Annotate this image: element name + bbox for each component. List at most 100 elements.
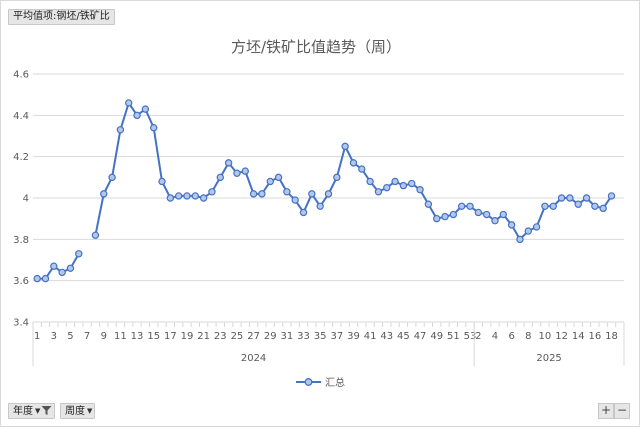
grid-layer	[33, 73, 624, 323]
axis-layer: 3.43.63.844.24.44.61 3 5 7 9 11 13 15 17 19 21 23 25…	[13, 70, 625, 366]
data-point	[358, 165, 366, 173]
data-point	[457, 202, 466, 210]
data-point	[499, 210, 508, 219]
x-tick-label: 45	[397, 331, 410, 342]
data-point	[408, 179, 416, 188]
year-field-label: 年度	[13, 406, 33, 417]
data-point	[541, 202, 549, 210]
data-point	[75, 250, 83, 258]
x-tick-label: 5	[67, 331, 73, 342]
data-point	[324, 190, 333, 198]
data-point	[449, 210, 458, 219]
x-tick-label: 2	[475, 331, 481, 342]
data-point	[66, 264, 75, 272]
data-point	[241, 167, 249, 175]
x-tick-label: 8	[525, 331, 531, 342]
x-tick-label: 15	[147, 331, 160, 342]
data-point	[441, 212, 449, 221]
data-point	[399, 181, 408, 190]
x-tick-label: 1	[34, 331, 40, 342]
data-point	[249, 190, 258, 198]
legend-label: 汇总	[325, 376, 345, 389]
data-point	[366, 177, 374, 186]
data-point	[507, 221, 516, 229]
data-point	[100, 190, 108, 198]
week-field-label: 周度	[65, 406, 85, 417]
x-group-label: 2024	[241, 353, 266, 364]
y-tick-label: 4	[23, 194, 29, 205]
expand-field-button[interactable]: +	[598, 403, 614, 419]
data-point	[183, 192, 191, 200]
data-point	[41, 274, 50, 283]
y-tick-label: 3.4	[13, 318, 29, 329]
data-point	[416, 186, 424, 194]
y-tick-label: 4.4	[13, 111, 29, 122]
data-point	[208, 188, 216, 196]
data-point	[391, 177, 399, 186]
data-point	[299, 208, 308, 217]
x-tick-label: 14	[572, 331, 585, 342]
x-tick-label: 16	[588, 331, 601, 342]
x-tick-label: 47	[414, 331, 427, 342]
data-point	[133, 111, 141, 120]
x-tick-label: 3	[51, 331, 57, 342]
series-layer	[33, 99, 616, 283]
data-point	[199, 194, 208, 202]
data-point	[191, 192, 200, 200]
x-tick-label: 21	[197, 331, 210, 342]
collapse-field-button[interactable]: −	[614, 403, 630, 419]
data-point	[374, 188, 383, 196]
x-tick-label: 41	[364, 331, 377, 342]
data-point	[141, 105, 150, 113]
data-point	[566, 194, 574, 202]
data-point	[116, 126, 125, 134]
data-point	[108, 173, 116, 182]
data-point	[349, 159, 358, 167]
data-point	[158, 177, 166, 186]
x-tick-label: 29	[264, 331, 277, 342]
x-tick-label: 51	[447, 331, 460, 342]
value-field-label: 平均值项:钢坯/铁矿比	[13, 11, 110, 22]
data-point	[599, 204, 607, 213]
data-point	[33, 274, 41, 283]
minus-icon: −	[616, 403, 628, 417]
plus-icon: +	[600, 403, 612, 417]
x-tick-label: 27	[247, 331, 260, 342]
x-group-label: 2025	[536, 353, 561, 364]
x-tick-label: 39	[347, 331, 360, 342]
data-point	[341, 142, 349, 151]
legend-marker-swatch	[304, 378, 313, 386]
data-point	[549, 202, 557, 210]
data-point	[582, 194, 591, 202]
series-line	[94, 101, 613, 241]
data-point	[316, 202, 324, 210]
data-point	[482, 210, 491, 219]
x-tick-label: 33	[297, 331, 310, 342]
x-tick-label: 17	[164, 331, 177, 342]
data-point	[516, 235, 524, 244]
x-tick-label: 10	[539, 331, 552, 342]
data-point	[424, 200, 433, 208]
data-point	[607, 192, 616, 200]
data-point	[149, 124, 158, 132]
data-point	[166, 194, 175, 202]
x-tick-label: 19	[181, 331, 194, 342]
data-point	[532, 223, 541, 231]
data-point	[557, 194, 566, 202]
x-tick-label: 9	[101, 331, 107, 342]
x-tick-label: 4	[492, 331, 498, 342]
data-point	[283, 188, 291, 196]
legend[interactable]: 汇总	[296, 376, 345, 389]
data-point	[383, 183, 391, 192]
x-tick-label: 6	[508, 331, 514, 342]
y-tick-label: 4.6	[13, 70, 29, 81]
data-point	[433, 214, 441, 223]
data-point	[174, 192, 183, 200]
week-field-button[interactable]: 周度 ▼	[60, 403, 96, 419]
x-tick-label: 25	[231, 331, 244, 342]
value-field-button[interactable]: 平均值项:钢坯/铁矿比	[8, 9, 115, 25]
data-point	[491, 217, 499, 225]
year-field-button[interactable]: 年度 ▼	[8, 403, 56, 419]
triangle-down-icon: ▼	[87, 407, 93, 415]
